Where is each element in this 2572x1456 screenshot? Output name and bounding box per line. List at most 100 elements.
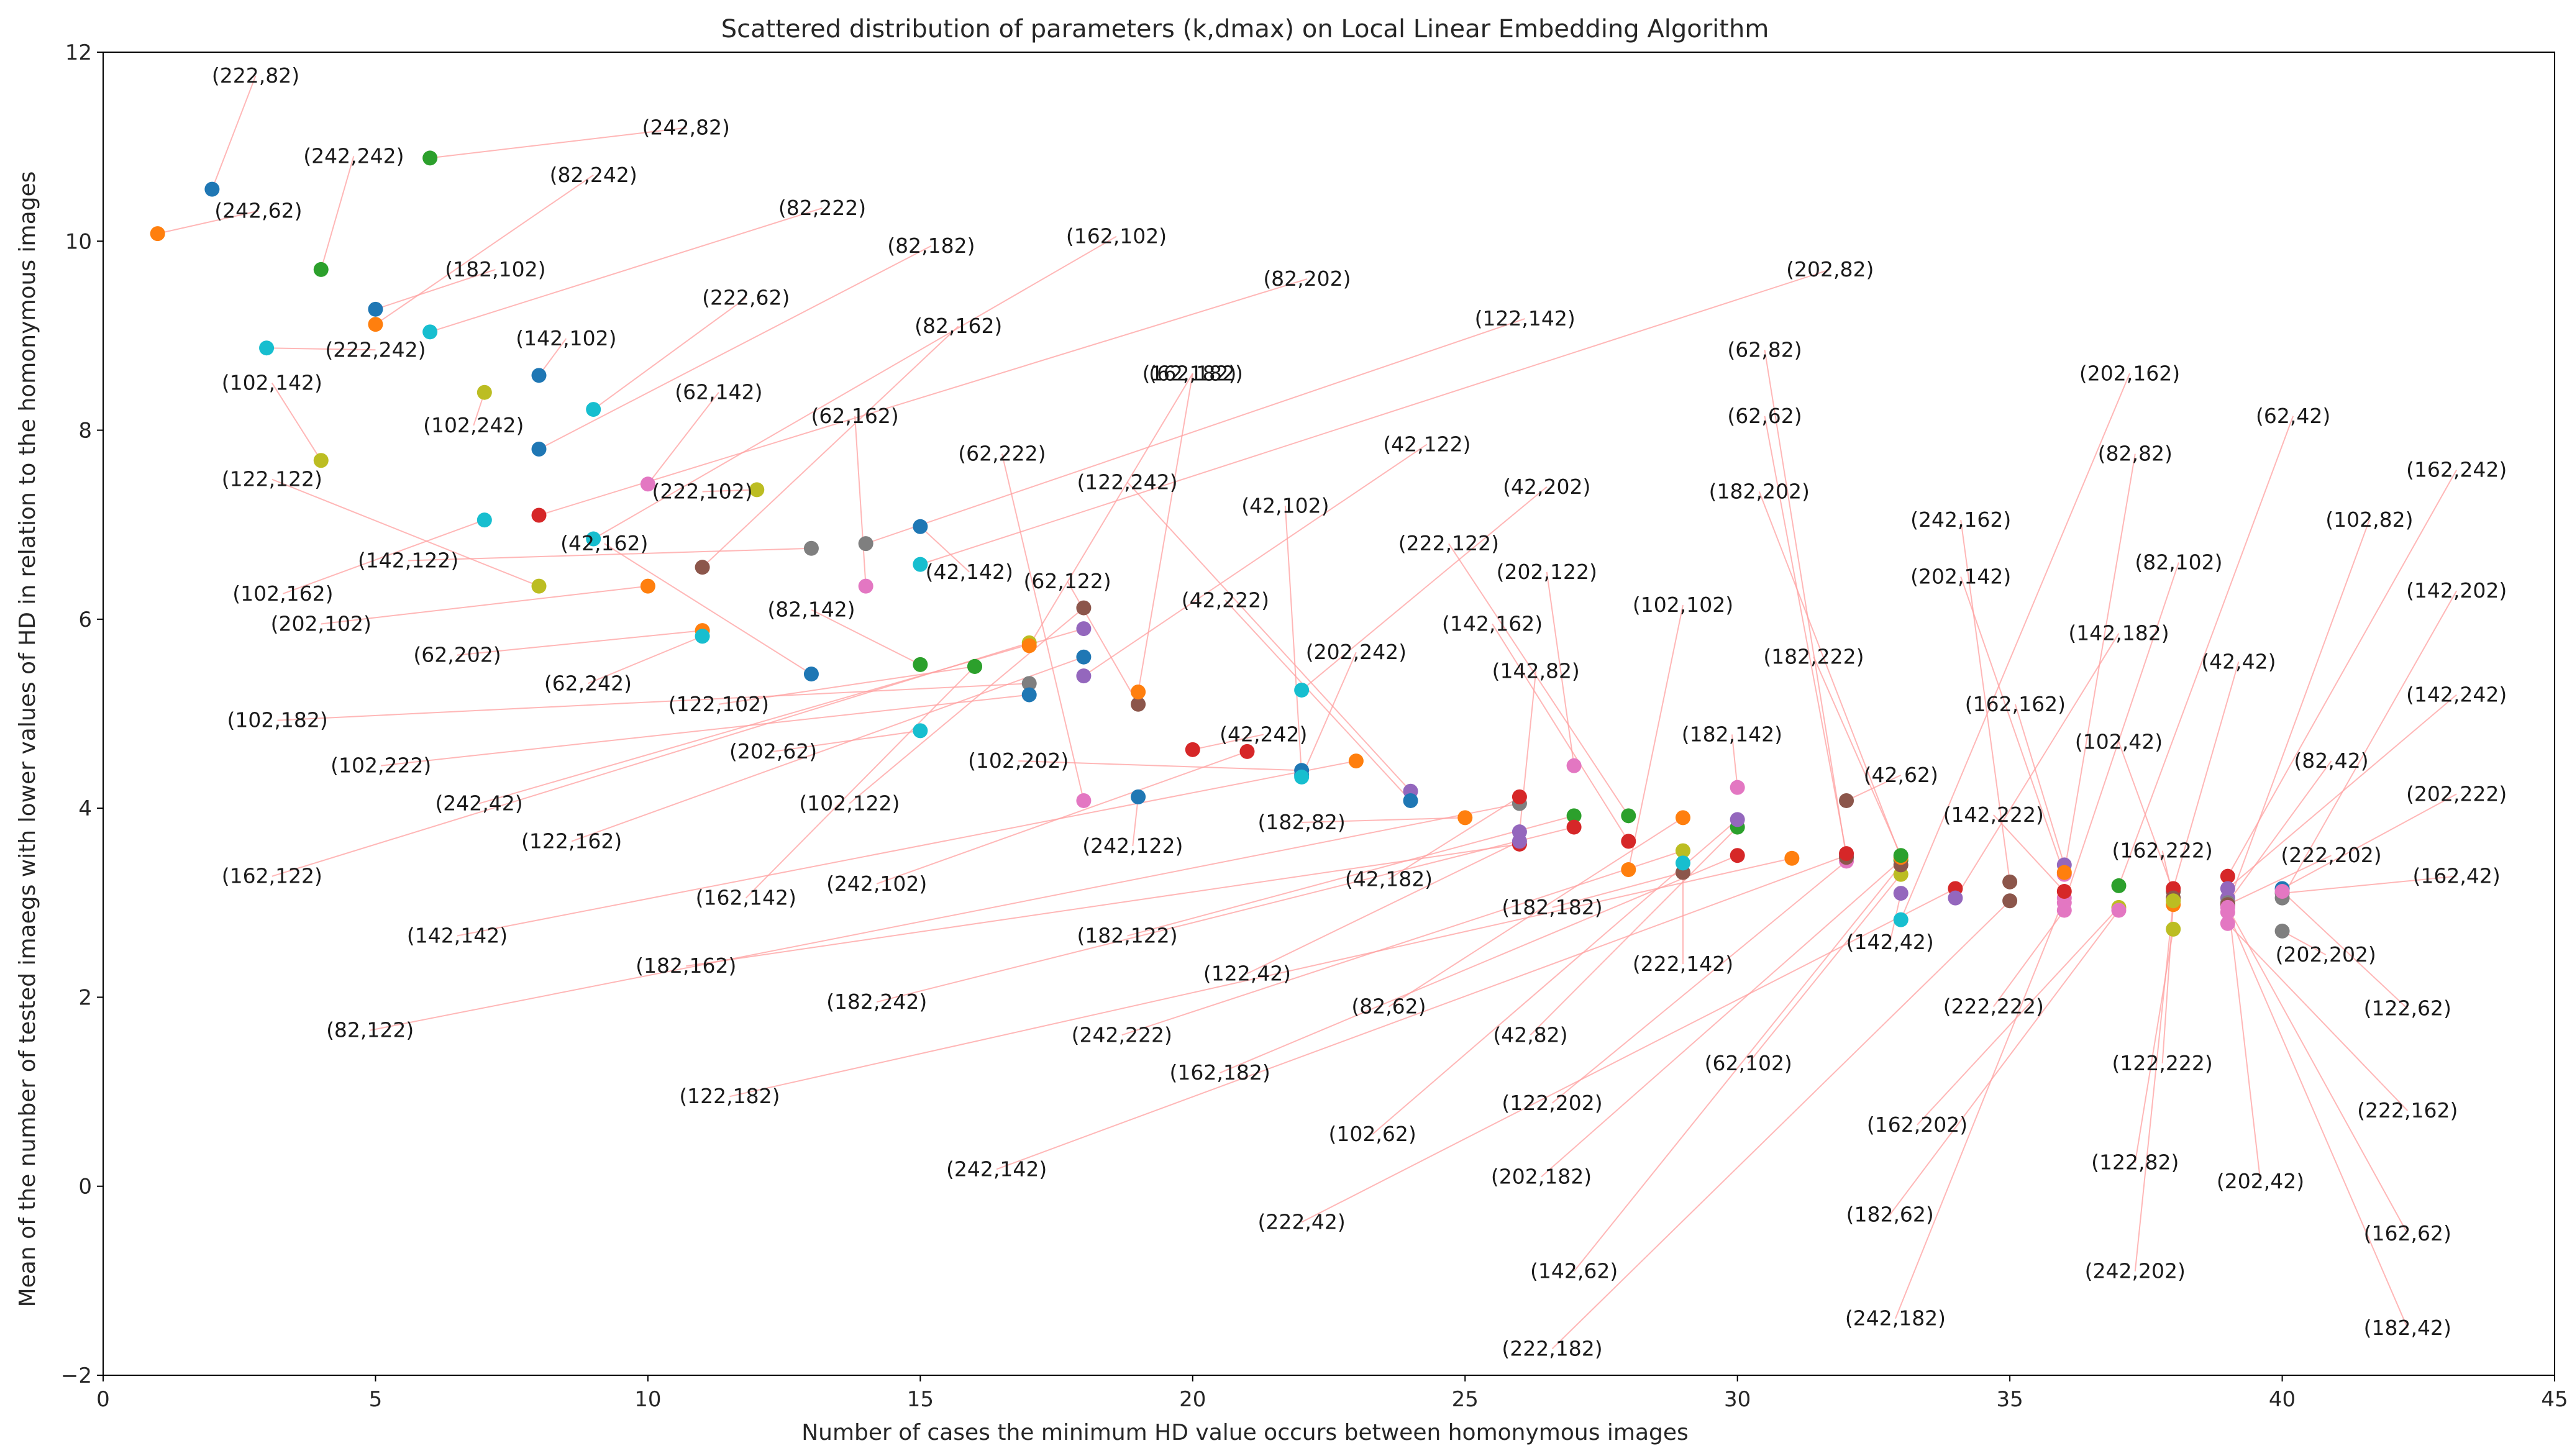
data-point [1512,789,1527,804]
data-point [1512,824,1527,840]
data-point [1131,696,1146,712]
point-label: (42,202) [1503,475,1590,499]
annotation-line [1302,817,1466,823]
data-point [2056,865,2072,880]
data-point [1021,638,1037,653]
point-label: (42,122) [1383,432,1471,456]
point-label: (202,202) [2276,942,2376,967]
point-label: (102,202) [968,748,1069,773]
annotation-line [2227,898,2261,1182]
annotation-line [1301,888,1956,1223]
point-label: (242,202) [2085,1259,2186,1283]
annotation-line [1628,604,1684,870]
point-label: (62,42) [2256,404,2330,428]
data-point [2111,903,2127,918]
annotation-line [1960,519,2011,882]
point-label: (162,202) [1867,1112,1968,1137]
data-point [150,226,165,242]
point-label: (122,222) [2112,1051,2213,1075]
annotation-line [271,642,1030,877]
data-point [368,301,383,317]
annotation-line [1067,581,1139,705]
annotation-line [2227,760,2332,903]
data-point [1185,742,1200,757]
point-label: (202,62) [729,739,817,763]
point-label: (122,142) [1475,306,1576,330]
annotation-line [1954,633,2120,899]
y-tick-label: 8 [78,419,92,444]
data-point [313,453,329,468]
point-label: (242,102) [826,871,927,896]
data-point [2002,874,2018,890]
data-point [858,536,873,552]
data-point [2002,893,2018,909]
point-label: (102,62) [1329,1122,1416,1146]
point-label: (222,162) [2357,1098,2458,1122]
annotation-line [571,656,1084,842]
data-point [640,578,655,594]
data-point [422,324,438,340]
data-point [967,658,983,674]
annotation-line [1388,796,1520,880]
point-label: (82,122) [326,1018,414,1042]
data-point [2056,903,2072,918]
data-point [640,476,655,492]
point-label: (142,242) [2406,683,2507,707]
point-label: (62,62) [1727,404,1802,428]
x-tick-label: 0 [96,1387,110,1412]
annotation-line [1220,855,1738,1074]
point-label: (82,242) [550,163,637,187]
point-label: (82,222) [778,196,866,220]
data-point [2220,868,2235,884]
annotation-line [1001,453,1085,801]
point-label: (202,162) [2079,361,2180,385]
data-point [1621,834,1636,849]
point-label: (82,182) [887,234,975,258]
annotation-line [271,478,539,587]
point-label: (42,182) [1345,867,1433,891]
annotation-line [1284,506,1303,775]
point-label: (122,242) [1077,470,1177,494]
point-label: (162,102) [1066,224,1167,248]
y-tick-label: −2 [61,1363,92,1388]
annotation-line [1132,796,1139,847]
annotation-line [647,392,719,485]
point-label: (242,222) [1072,1022,1172,1047]
point-label: (42,162) [560,531,648,555]
point-label: (42,62) [1864,763,1938,787]
data-point [1784,850,1800,866]
point-label: (42,42) [2201,649,2276,673]
point-label: (62,142) [675,380,762,404]
point-label: (122,202) [1502,1091,1602,1115]
annotation-line [1301,652,1357,778]
data-point [1294,769,1310,785]
annotation-line [2282,875,2457,894]
annotation-line [2063,562,2179,903]
data-point [2274,923,2290,939]
annotation-line [1247,840,1520,975]
point-label: (42,102) [1241,493,1329,517]
data-point [313,262,329,277]
data-point [1730,812,1745,827]
point-label: (202,222) [2406,781,2507,806]
annotation-line [1388,817,1684,1008]
annotation-line [430,127,686,159]
annotation-line [457,760,1357,937]
annotation-line [588,635,703,685]
annotation-line [1992,909,2065,1008]
annotation-line [593,235,1117,540]
data-point [259,340,275,356]
annotation-line [686,843,1520,967]
data-point [1131,789,1146,804]
point-label: (162,162) [1965,692,2066,716]
point-label: (142,102) [516,326,616,350]
point-label: (182,222) [1763,645,1864,669]
data-point [1566,808,1582,824]
annotation-line [2118,742,2174,892]
annotation-line [283,519,485,594]
data-point [1457,810,1473,826]
y-axis-title: Mean of the number of tested imaegs with… [15,171,40,1308]
annotation-line [2281,891,2408,1009]
x-axis-title: Number of cases the minimum HD value occ… [801,1420,1689,1445]
